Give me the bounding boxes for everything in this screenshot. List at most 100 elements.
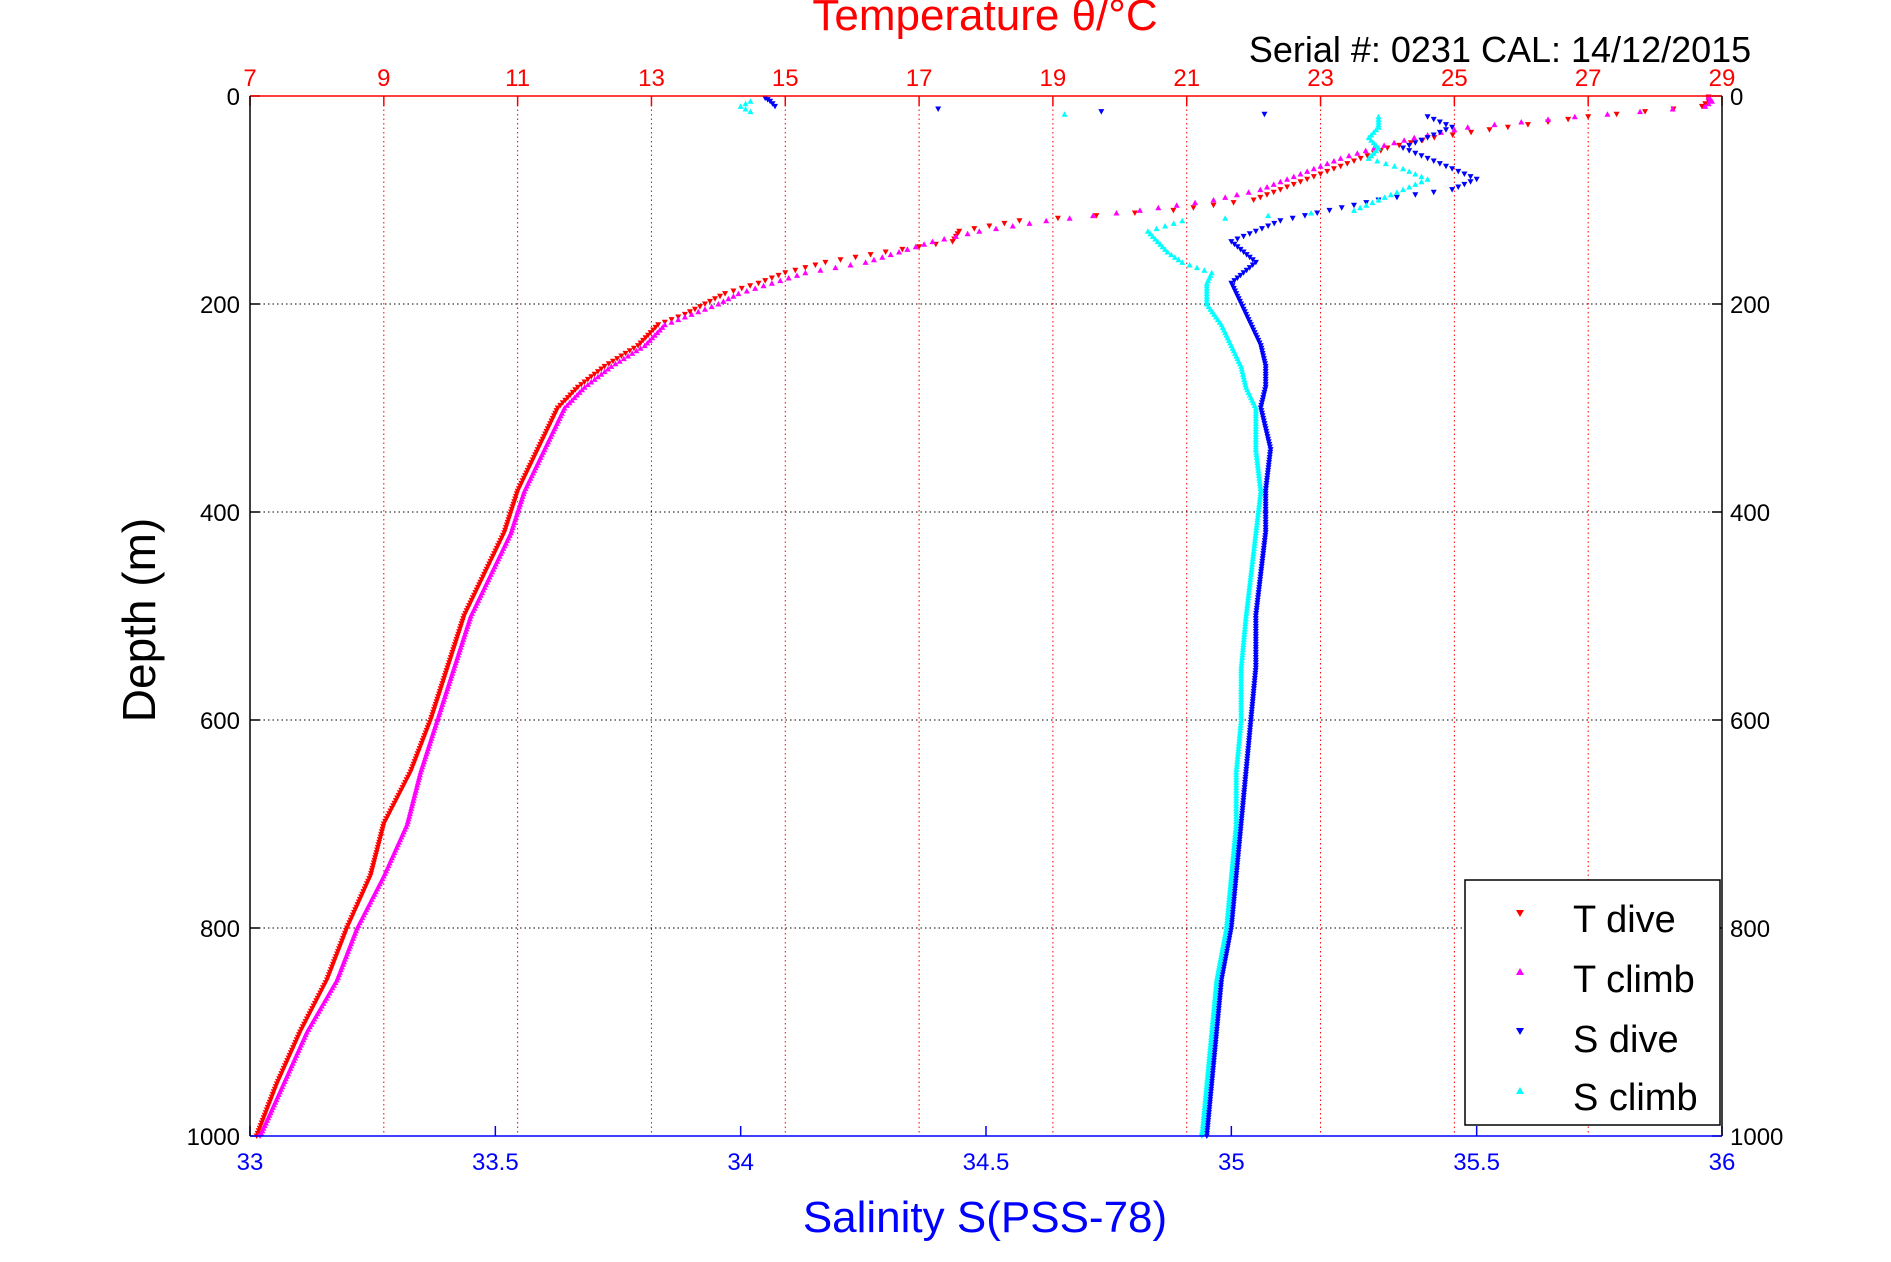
data-point <box>1337 163 1344 170</box>
data-point <box>1240 639 1247 645</box>
data-point <box>1451 126 1458 133</box>
data-point <box>1669 106 1676 112</box>
data-point <box>1213 977 1220 983</box>
data-point <box>1253 522 1260 528</box>
data-point <box>1436 129 1443 136</box>
data-point <box>782 270 789 276</box>
data-point <box>1277 187 1284 193</box>
data-point <box>633 347 640 354</box>
data-point <box>1468 129 1475 136</box>
data-point <box>1430 189 1437 196</box>
data-point <box>1210 1010 1217 1017</box>
data-point <box>949 239 956 245</box>
data-point <box>1256 498 1263 505</box>
data-point <box>1381 194 1388 200</box>
data-point <box>1381 142 1388 148</box>
data-point <box>777 277 784 284</box>
data-point <box>1406 168 1413 174</box>
data-point <box>1204 1075 1211 1082</box>
data-point <box>730 293 737 299</box>
tick-label-temperature: 19 <box>1040 65 1067 92</box>
data-point <box>1252 259 1259 266</box>
tick-label-temperature: 15 <box>772 65 799 92</box>
data-point <box>1225 906 1232 913</box>
data-point <box>1220 940 1227 947</box>
data-point <box>993 225 1000 232</box>
data-point <box>1221 935 1228 941</box>
data-point <box>1192 199 1199 206</box>
data-point <box>701 301 708 307</box>
data-point <box>1250 548 1257 554</box>
data-point <box>1252 228 1259 235</box>
data-point <box>1211 995 1218 1001</box>
data-point <box>591 376 598 382</box>
tick-label-depth-left: 0 <box>227 84 240 111</box>
data-point <box>1261 111 1268 118</box>
data-point <box>1357 204 1364 211</box>
data-point <box>1344 161 1351 167</box>
data-point <box>1284 184 1291 190</box>
data-point <box>1250 550 1257 557</box>
data-point <box>1254 462 1261 468</box>
data-point <box>1443 127 1449 133</box>
tick-label-depth-right: 200 <box>1730 292 1770 319</box>
data-point <box>1234 753 1241 759</box>
data-point <box>1217 958 1224 965</box>
data-point <box>1207 1042 1214 1048</box>
data-point <box>1232 823 1239 830</box>
tick-label-salinity: 33 <box>237 1149 264 1176</box>
data-point <box>1239 649 1246 655</box>
data-point <box>1256 477 1263 484</box>
data-point <box>1241 631 1248 637</box>
data-point <box>598 366 605 372</box>
data-point <box>755 280 762 287</box>
data-point <box>1246 587 1253 593</box>
legend-marker-s-dive <box>1516 1028 1524 1035</box>
data-point <box>1243 610 1250 616</box>
data-point <box>1223 925 1230 931</box>
data-point <box>941 236 948 242</box>
data-point <box>588 374 595 380</box>
data-point <box>1233 191 1240 198</box>
data-point <box>1154 238 1161 245</box>
data-point <box>1230 849 1237 856</box>
data-point <box>1235 740 1242 746</box>
data-point <box>1201 267 1208 273</box>
data-point <box>1233 763 1240 770</box>
data-point <box>566 399 573 406</box>
data-point <box>1230 852 1237 858</box>
data-point <box>1443 122 1449 128</box>
data-point <box>1149 233 1156 239</box>
data-point <box>1698 103 1705 110</box>
data-point <box>1219 943 1226 949</box>
data-point <box>817 267 824 273</box>
data-point <box>822 259 829 266</box>
data-point <box>802 265 809 271</box>
data-point <box>594 369 601 375</box>
data-point <box>1461 171 1468 177</box>
data-point <box>686 309 693 315</box>
data-point <box>1224 909 1231 915</box>
data-point <box>1201 1104 1208 1110</box>
data-point <box>1368 152 1375 159</box>
data-point <box>1206 1057 1213 1064</box>
data-point <box>1209 1023 1216 1030</box>
data-point <box>1431 135 1438 141</box>
legend-entry-t-dive: T dive <box>1516 899 1676 941</box>
data-point <box>1239 652 1246 658</box>
data-point <box>1253 451 1260 458</box>
chart-title: Temperature θ/°C <box>812 0 1157 40</box>
data-point <box>1236 737 1243 744</box>
data-point <box>1207 1044 1214 1051</box>
data-point <box>1162 246 1169 252</box>
legend-marker-s-climb <box>1516 1087 1524 1094</box>
tick-label-depth-right: 800 <box>1730 916 1770 943</box>
data-point <box>1412 140 1419 146</box>
data-point <box>1199 1127 1206 1134</box>
data-point <box>1257 485 1264 492</box>
data-point <box>1245 589 1252 596</box>
data-point <box>612 360 619 367</box>
data-point <box>1199 1122 1206 1129</box>
data-point <box>1228 875 1235 882</box>
tick-label-salinity: 36 <box>1709 1149 1736 1176</box>
